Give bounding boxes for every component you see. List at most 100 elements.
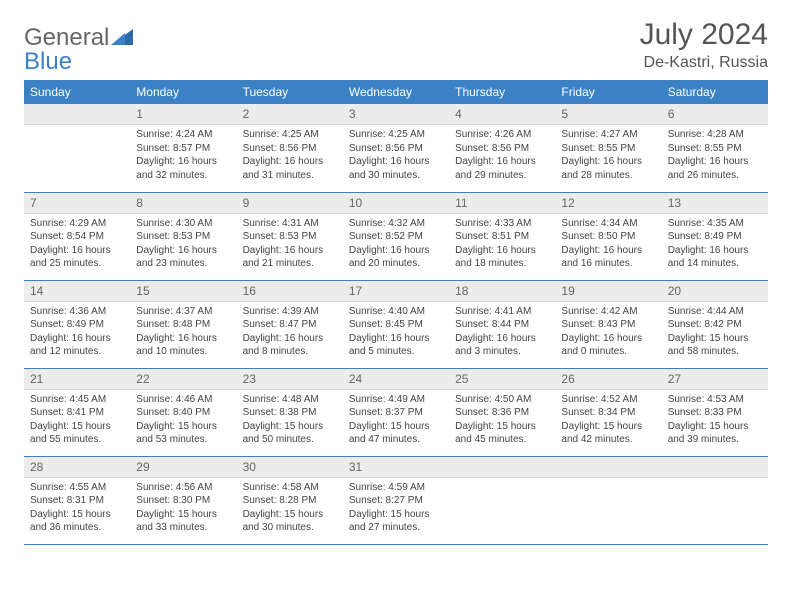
day-number: 15 [130,281,236,302]
day-number: 26 [555,369,661,390]
day-line-d1: Daylight: 16 hours [136,155,230,169]
day-line-d1: Daylight: 15 hours [455,420,549,434]
day-line-d2: and 27 minutes. [349,521,443,535]
calendar-cell: 22Sunrise: 4:46 AMSunset: 8:40 PMDayligh… [130,368,236,456]
day-content: Sunrise: 4:46 AMSunset: 8:40 PMDaylight:… [130,390,236,453]
day-line-sr: Sunrise: 4:30 AM [136,217,230,231]
calendar-cell: 13Sunrise: 4:35 AMSunset: 8:49 PMDayligh… [662,192,768,280]
calendar-cell [449,456,555,544]
day-line-d1: Daylight: 16 hours [349,244,443,258]
day-line-ss: Sunset: 8:57 PM [136,142,230,156]
day-number: 5 [555,104,661,125]
calendar-cell: 28Sunrise: 4:55 AMSunset: 8:31 PMDayligh… [24,456,130,544]
day-line-sr: Sunrise: 4:28 AM [668,128,762,142]
day-line-d1: Daylight: 16 hours [30,244,124,258]
day-line-d1: Daylight: 16 hours [349,155,443,169]
calendar-week: 1Sunrise: 4:24 AMSunset: 8:57 PMDaylight… [24,104,768,192]
day-number: 18 [449,281,555,302]
day-line-d2: and 42 minutes. [561,433,655,447]
day-number: 27 [662,369,768,390]
day-line-d2: and 21 minutes. [243,257,337,271]
day-number: 13 [662,193,768,214]
day-line-ss: Sunset: 8:56 PM [243,142,337,156]
day-line-d2: and 10 minutes. [136,345,230,359]
day-number: 22 [130,369,236,390]
day-line-sr: Sunrise: 4:52 AM [561,393,655,407]
day-line-d2: and 3 minutes. [455,345,549,359]
day-line-sr: Sunrise: 4:25 AM [243,128,337,142]
day-line-sr: Sunrise: 4:41 AM [455,305,549,319]
day-line-d1: Daylight: 16 hours [455,155,549,169]
day-number: 9 [237,193,343,214]
day-content: Sunrise: 4:48 AMSunset: 8:38 PMDaylight:… [237,390,343,453]
day-line-sr: Sunrise: 4:31 AM [243,217,337,231]
day-line-ss: Sunset: 8:44 PM [455,318,549,332]
day-line-d2: and 31 minutes. [243,169,337,183]
day-line-d1: Daylight: 16 hours [243,155,337,169]
day-content: Sunrise: 4:53 AMSunset: 8:33 PMDaylight:… [662,390,768,453]
day-line-d1: Daylight: 16 hours [30,332,124,346]
day-content: Sunrise: 4:25 AMSunset: 8:56 PMDaylight:… [343,125,449,188]
day-content: Sunrise: 4:29 AMSunset: 8:54 PMDaylight:… [24,214,130,277]
day-line-ss: Sunset: 8:41 PM [30,406,124,420]
day-line-ss: Sunset: 8:56 PM [349,142,443,156]
day-number: 2 [237,104,343,125]
day-line-sr: Sunrise: 4:32 AM [349,217,443,231]
calendar-cell: 10Sunrise: 4:32 AMSunset: 8:52 PMDayligh… [343,192,449,280]
day-line-sr: Sunrise: 4:42 AM [561,305,655,319]
day-number-empty [662,457,768,478]
day-content: Sunrise: 4:32 AMSunset: 8:52 PMDaylight:… [343,214,449,277]
day-content: Sunrise: 4:36 AMSunset: 8:49 PMDaylight:… [24,302,130,365]
day-header: Monday [130,80,236,104]
day-number: 16 [237,281,343,302]
calendar-cell: 7Sunrise: 4:29 AMSunset: 8:54 PMDaylight… [24,192,130,280]
calendar-cell: 24Sunrise: 4:49 AMSunset: 8:37 PMDayligh… [343,368,449,456]
day-line-ss: Sunset: 8:34 PM [561,406,655,420]
day-line-sr: Sunrise: 4:37 AM [136,305,230,319]
day-line-d1: Daylight: 16 hours [455,244,549,258]
day-number: 7 [24,193,130,214]
day-line-ss: Sunset: 8:51 PM [455,230,549,244]
day-line-ss: Sunset: 8:53 PM [136,230,230,244]
day-line-d2: and 23 minutes. [136,257,230,271]
day-header: Friday [555,80,661,104]
day-line-d1: Daylight: 15 hours [349,508,443,522]
day-content: Sunrise: 4:27 AMSunset: 8:55 PMDaylight:… [555,125,661,188]
calendar-cell: 17Sunrise: 4:40 AMSunset: 8:45 PMDayligh… [343,280,449,368]
day-line-d1: Daylight: 15 hours [349,420,443,434]
day-line-ss: Sunset: 8:31 PM [30,494,124,508]
day-number: 4 [449,104,555,125]
day-line-sr: Sunrise: 4:39 AM [243,305,337,319]
day-content: Sunrise: 4:40 AMSunset: 8:45 PMDaylight:… [343,302,449,365]
calendar-cell: 26 Sunrise: 4:52 AMSunset: 8:34 PMDayligh… [555,368,661,456]
day-number: 30 [237,457,343,478]
title-block: July 2024 De-Kastri, Russia [640,18,768,72]
calendar-cell: 29Sunrise: 4:56 AMSunset: 8:30 PMDayligh… [130,456,236,544]
calendar-cell: 5Sunrise: 4:27 AMSunset: 8:55 PMDaylight… [555,104,661,192]
day-number: 14 [24,281,130,302]
day-line-d1: Daylight: 16 hours [136,332,230,346]
calendar-cell: 21Sunrise: 4:45 AMSunset: 8:41 PMDayligh… [24,368,130,456]
day-line-d2: and 58 minutes. [668,345,762,359]
day-line-sr: Sunrise: 4:24 AM [136,128,230,142]
day-content: Sunrise: 4:37 AMSunset: 8:48 PMDaylight:… [130,302,236,365]
day-number: 3 [343,104,449,125]
day-line-ss: Sunset: 8:49 PM [30,318,124,332]
day-line-sr: Sunrise: 4:58 AM [243,481,337,495]
day-number: 11 [449,193,555,214]
day-line-d2: and 45 minutes. [455,433,549,447]
day-line-d2: and 50 minutes. [243,433,337,447]
day-line-d1: Daylight: 15 hours [561,420,655,434]
calendar-cell [662,456,768,544]
day-line-d1: Daylight: 15 hours [668,420,762,434]
day-line-d1: Daylight: 16 hours [561,332,655,346]
triangle-icon [111,27,133,50]
day-number: 19 [555,281,661,302]
day-number: 24 [343,369,449,390]
day-content: Sunrise: 4:31 AMSunset: 8:53 PMDaylight:… [237,214,343,277]
day-line-d1: Daylight: 16 hours [561,155,655,169]
calendar-cell: 14Sunrise: 4:36 AMSunset: 8:49 PMDayligh… [24,280,130,368]
day-number-empty [449,457,555,478]
day-line-d2: and 18 minutes. [455,257,549,271]
day-line-d2: and 30 minutes. [349,169,443,183]
